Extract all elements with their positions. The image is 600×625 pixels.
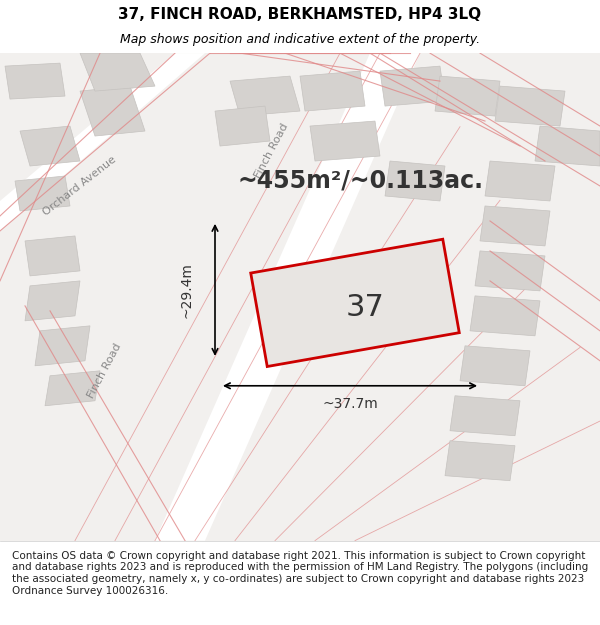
Polygon shape: [25, 281, 80, 321]
Text: 37, FINCH ROAD, BERKHAMSTED, HP4 3LQ: 37, FINCH ROAD, BERKHAMSTED, HP4 3LQ: [118, 8, 482, 22]
Polygon shape: [485, 161, 555, 201]
Polygon shape: [380, 66, 445, 106]
Text: 37: 37: [346, 293, 385, 322]
Polygon shape: [475, 251, 545, 291]
Polygon shape: [25, 236, 80, 276]
Polygon shape: [80, 53, 155, 91]
Text: Map shows position and indicative extent of the property.: Map shows position and indicative extent…: [120, 33, 480, 46]
Polygon shape: [15, 176, 70, 211]
Text: ~29.4m: ~29.4m: [180, 262, 194, 318]
Polygon shape: [215, 106, 270, 146]
Polygon shape: [300, 71, 365, 111]
Polygon shape: [450, 396, 520, 436]
Polygon shape: [251, 239, 459, 366]
Text: ~455m²/~0.113ac.: ~455m²/~0.113ac.: [237, 169, 483, 193]
Polygon shape: [435, 76, 500, 116]
Polygon shape: [35, 326, 90, 366]
Polygon shape: [0, 53, 205, 231]
Polygon shape: [310, 121, 380, 161]
Text: ~37.7m: ~37.7m: [322, 397, 378, 411]
Text: Finch Road: Finch Road: [86, 342, 124, 400]
Polygon shape: [495, 86, 565, 126]
Text: Orchard Avenue: Orchard Avenue: [41, 154, 118, 218]
Polygon shape: [155, 53, 420, 541]
Polygon shape: [445, 441, 515, 481]
Polygon shape: [385, 161, 445, 201]
Polygon shape: [470, 296, 540, 336]
Polygon shape: [80, 86, 145, 136]
Polygon shape: [5, 63, 65, 99]
Polygon shape: [20, 126, 80, 166]
Polygon shape: [230, 76, 300, 116]
Polygon shape: [45, 371, 100, 406]
Text: Finch Road: Finch Road: [253, 122, 290, 180]
Polygon shape: [535, 126, 600, 166]
Polygon shape: [480, 206, 550, 246]
Polygon shape: [460, 346, 530, 386]
Text: Contains OS data © Crown copyright and database right 2021. This information is : Contains OS data © Crown copyright and d…: [12, 551, 588, 596]
